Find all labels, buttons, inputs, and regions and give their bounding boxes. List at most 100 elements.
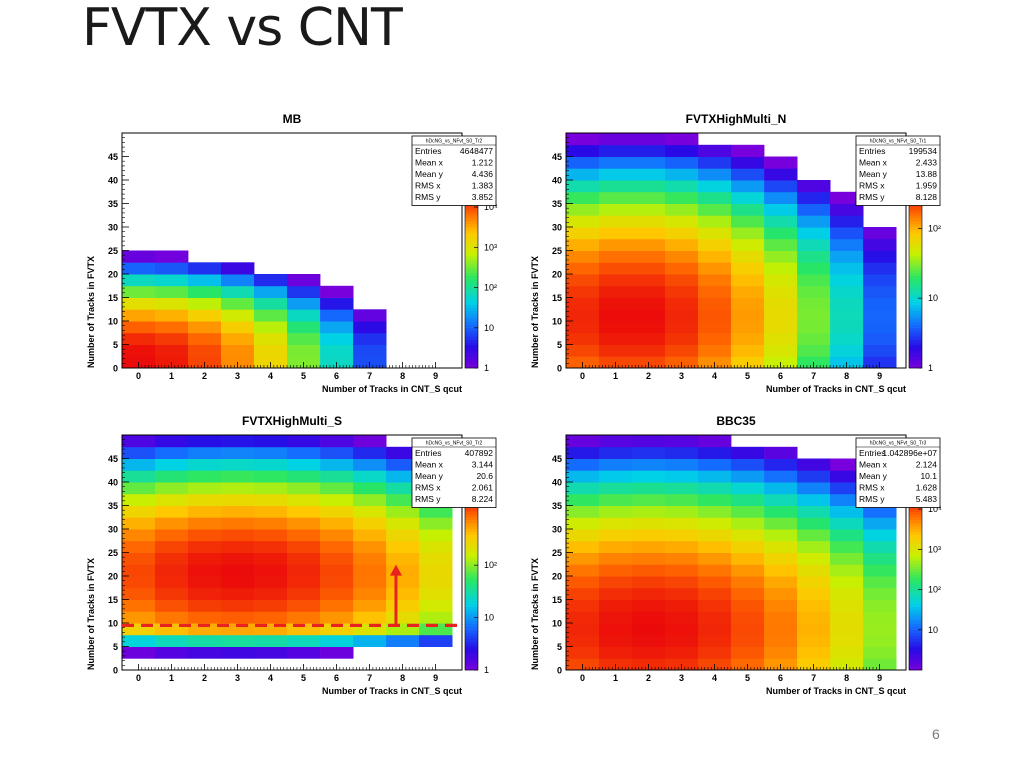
heatmap-cell [566, 446, 600, 459]
heatmap-cell [797, 540, 831, 553]
color-scale-segment [465, 638, 478, 642]
heatmap-cell [830, 262, 864, 275]
y-tick-label: 40 [108, 478, 118, 488]
color-scale-segment [909, 626, 922, 630]
color-scale-segment [909, 359, 922, 363]
heatmap-cell [254, 599, 288, 612]
color-scale-segment [909, 623, 922, 628]
heatmap-cell [386, 540, 420, 553]
stats-value: 3.144 [472, 460, 494, 470]
x-tick-label: 5 [301, 371, 306, 381]
color-scale-segment [465, 347, 478, 351]
heatmap-cell [254, 470, 288, 483]
heatmap-cell [221, 446, 255, 459]
color-scale-segment [465, 350, 478, 354]
heatmap-cell [698, 623, 732, 636]
heatmap-cell [566, 156, 600, 169]
heatmap-cell [353, 446, 387, 459]
heatmap-cell [764, 168, 798, 181]
heatmap-cell [566, 529, 600, 542]
heatmap-cell [764, 470, 798, 483]
heatmap-cell [599, 262, 633, 275]
y-tick-label: 5 [557, 340, 562, 350]
heatmap-cell [665, 309, 699, 322]
color-scale-segment [465, 554, 478, 558]
heatmap-cell [764, 446, 798, 459]
color-scale-segment [909, 620, 922, 625]
stats-value: 20.6 [476, 471, 493, 481]
color-scale-segment [465, 569, 478, 573]
heatmap-cell [122, 321, 156, 334]
x-tick-label: 0 [136, 371, 141, 381]
heatmap-cell [665, 191, 699, 204]
color-scale-segment [465, 511, 478, 515]
heatmap-cell [764, 564, 798, 577]
color-scale-segment [465, 284, 478, 288]
stats-key: Mean y [415, 471, 444, 481]
heatmap-cell [764, 611, 798, 624]
y-tick-label: 25 [552, 246, 562, 256]
color-scale-segment [909, 238, 922, 242]
x-tick-label: 6 [778, 371, 783, 381]
color-scale-label: 10² [928, 223, 941, 233]
heatmap-cell [764, 634, 798, 647]
heatmap-cell [665, 297, 699, 310]
color-scale-segment [909, 557, 922, 561]
heatmap-cell [254, 458, 288, 471]
heatmap-cell [797, 505, 831, 518]
color-scale-segment [465, 241, 478, 245]
heatmap-cell [632, 587, 666, 600]
heatmap-cell [665, 599, 699, 612]
heatmap-cell [386, 470, 420, 483]
color-scale-segment [465, 298, 478, 302]
heatmap-cell [665, 529, 699, 542]
x-tick-label: 7 [367, 371, 372, 381]
heatmap-cell [221, 587, 255, 600]
color-scale-segment [909, 218, 922, 222]
color-scale-segment [465, 546, 478, 550]
heatmap-cell [764, 321, 798, 334]
heatmap-cell [386, 634, 420, 647]
stats-key: Entries [859, 146, 885, 156]
heatmap-cell [221, 435, 255, 448]
color-scale-segment [909, 517, 922, 521]
heatmap-cell [320, 552, 354, 565]
color-scale-segment [465, 313, 478, 317]
x-tick-label: 2 [202, 371, 207, 381]
color-scale-segment [465, 548, 478, 553]
color-scale-segment [909, 592, 922, 596]
heatmap-cell [632, 482, 666, 495]
y-tick-label: 10 [552, 317, 562, 327]
slide-title: FVTX vs CNT [82, 0, 403, 58]
y-tick-label: 40 [108, 176, 118, 186]
heatmap-cell [698, 285, 732, 298]
heatmap-cell [353, 435, 387, 448]
color-scale-segment [465, 618, 478, 622]
heatmap-cell [155, 250, 189, 263]
color-scale-segment [909, 531, 922, 535]
heatmap-cell [566, 493, 600, 506]
heatmap-cell [566, 238, 600, 251]
color-scale-segment [909, 597, 922, 602]
heatmap-cell [122, 493, 156, 506]
heatmap-cell [188, 309, 222, 322]
heatmap-cell [830, 611, 864, 624]
heatmap-cell [632, 505, 666, 518]
color-scale-segment [909, 342, 922, 346]
heatmap-cell [221, 564, 255, 577]
heatmap-cell [320, 297, 354, 310]
heatmap-cell [221, 540, 255, 553]
heatmap-cell [254, 517, 288, 530]
heatmap-cell [632, 227, 666, 240]
heatmap-cell [830, 458, 864, 471]
x-axis-label: Number of Tracks in CNT_S qcut [766, 384, 906, 394]
heatmap-cell [764, 458, 798, 471]
color-scale-segment [909, 551, 922, 555]
color-scale-segment [465, 330, 478, 334]
heatmap-cell [665, 646, 699, 659]
color-scale-segment [465, 574, 478, 579]
heatmap-cell [320, 540, 354, 553]
heatmap-cell [698, 191, 732, 204]
heatmap-cell [353, 321, 387, 334]
